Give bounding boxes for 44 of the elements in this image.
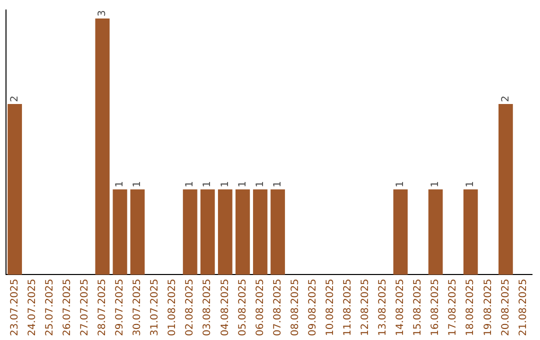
data-label: 1 [272, 180, 284, 188]
x-tick-label: 04.08.2025 [220, 278, 231, 336]
x-tick-label: 09.08.2025 [307, 278, 318, 336]
data-label: 1 [114, 180, 126, 188]
data-label: 1 [202, 180, 214, 188]
x-tick-label: 16.08.2025 [430, 278, 442, 336]
data-label: 2 [500, 96, 512, 102]
x-tick-label: 24.07.2025 [26, 278, 38, 336]
x-tick-label: 14.08.2025 [395, 278, 406, 336]
x-tick-label: 11.08.2025 [342, 278, 354, 336]
x-tick-label: 01.08.2025 [167, 278, 178, 336]
data-label: 2 [9, 96, 20, 102]
x-tick-label: 26.07.2025 [62, 278, 73, 336]
x-tick-label: 27.07.2025 [79, 278, 90, 336]
x-tick-label: 20.08.2025 [500, 278, 512, 336]
x-tick-label: 10.08.2025 [324, 278, 336, 336]
data-label: 1 [237, 180, 248, 188]
x-tick-label: 08.08.2025 [290, 278, 301, 336]
x-tick-label: 05.08.2025 [237, 278, 248, 336]
data-label: 1 [132, 180, 144, 188]
x-tick-label: 03.08.2025 [202, 278, 214, 336]
x-tick-label: 15.08.2025 [412, 278, 424, 336]
x-tick-label: 31.07.2025 [150, 278, 161, 336]
data-label: 1 [220, 180, 231, 188]
data-label: 1 [465, 180, 476, 188]
x-tick-label: 29.07.2025 [114, 278, 126, 336]
x-tick-label: 19.08.2025 [482, 278, 494, 336]
x-tick-label: 18.08.2025 [465, 278, 476, 336]
x-tick-label: 06.08.2025 [254, 278, 266, 336]
x-tick-label: 02.08.2025 [184, 278, 196, 336]
x-tick-label: 07.08.2025 [272, 278, 284, 336]
x-tick-label: 21.08.2025 [518, 278, 529, 336]
x-tick-label: 12.08.2025 [360, 278, 372, 336]
data-label: 1 [430, 180, 442, 188]
data-label: 1 [395, 180, 406, 188]
data-label: 1 [184, 180, 196, 188]
x-tick-label: 30.07.2025 [132, 278, 144, 336]
x-tick-label: 28.07.2025 [97, 278, 108, 336]
x-tick-label: 25.07.2025 [44, 278, 56, 336]
data-label: 3 [97, 10, 108, 17]
x-tick-label: 13.08.2025 [378, 278, 389, 336]
x-tick-label: 23.07.2025 [9, 278, 20, 336]
data-label: 1 [254, 180, 266, 188]
x-tick-label: 17.08.2025 [448, 278, 459, 336]
